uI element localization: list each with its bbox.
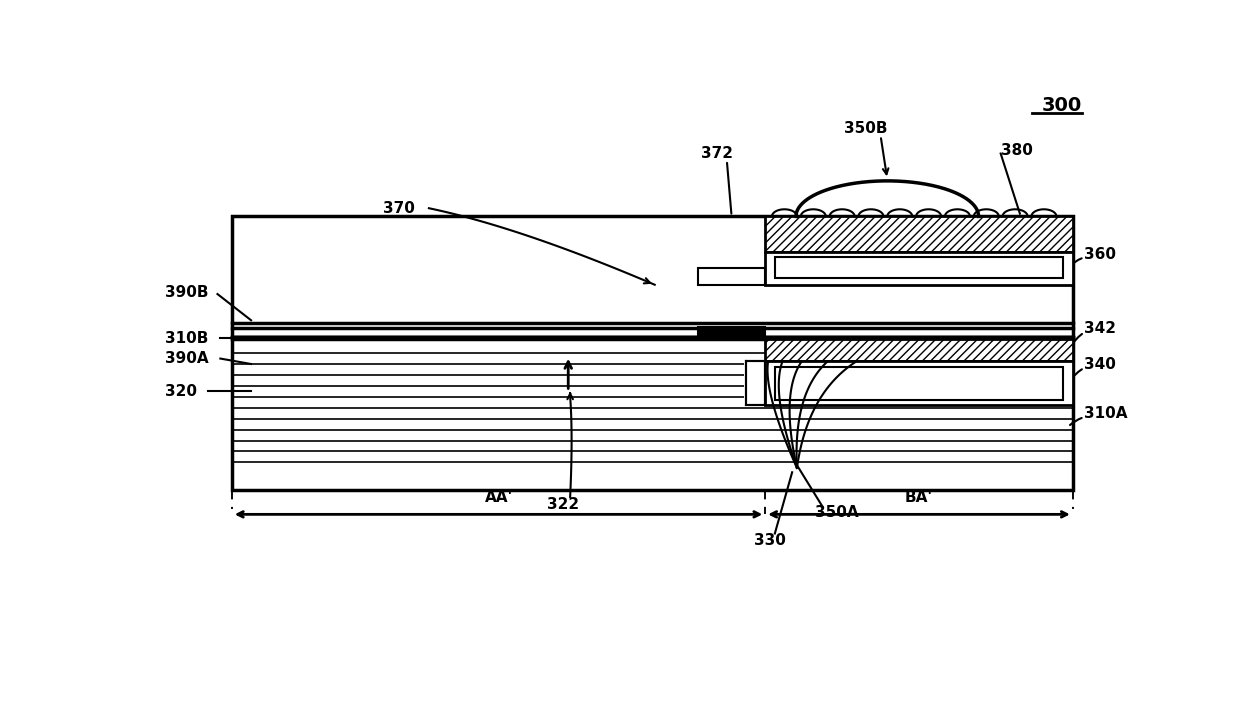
Bar <box>765 361 1073 405</box>
Bar <box>232 217 1073 337</box>
Text: 380: 380 <box>1001 143 1033 158</box>
Bar <box>775 367 1063 400</box>
Bar <box>746 361 765 405</box>
Text: 360: 360 <box>1084 247 1116 262</box>
Bar <box>775 258 1063 278</box>
Bar <box>744 360 768 406</box>
Text: 322: 322 <box>547 497 579 512</box>
Text: 340: 340 <box>1084 356 1116 371</box>
Text: 350A: 350A <box>816 506 859 520</box>
Text: 370: 370 <box>383 201 414 216</box>
Bar <box>765 339 1073 361</box>
Bar <box>698 327 765 337</box>
Text: 330: 330 <box>754 533 786 548</box>
Text: BA': BA' <box>905 489 932 505</box>
Text: 310B: 310B <box>165 331 208 346</box>
Text: 342: 342 <box>1084 321 1116 336</box>
Bar <box>698 268 765 285</box>
Bar <box>765 252 1073 285</box>
Text: 320: 320 <box>165 384 197 399</box>
Text: AA': AA' <box>485 489 512 505</box>
Text: 310A: 310A <box>1084 405 1128 421</box>
Text: 300: 300 <box>1042 97 1083 116</box>
Text: 350B: 350B <box>844 121 888 136</box>
Bar <box>232 337 1073 490</box>
Text: 372: 372 <box>701 146 733 161</box>
Bar <box>765 217 1073 252</box>
Text: 390A: 390A <box>165 351 208 366</box>
Text: 390B: 390B <box>165 285 208 300</box>
